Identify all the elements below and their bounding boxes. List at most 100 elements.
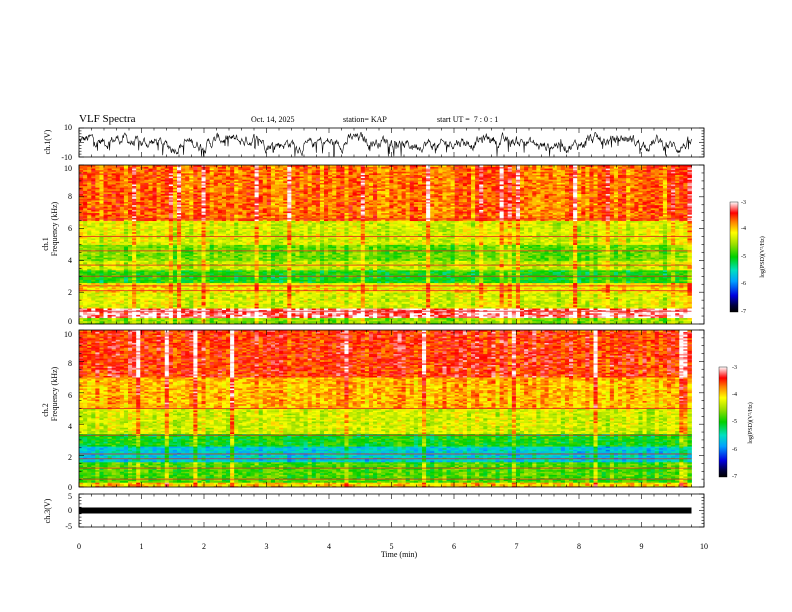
- spectrogram-cell: [536, 295, 541, 298]
- spectrogram-cell: [140, 314, 145, 317]
- spectrogram-cell: [409, 303, 415, 306]
- spectrogram-cell: [119, 298, 125, 301]
- spectrogram-cell: [462, 314, 468, 317]
- spectrogram-cell: [385, 304, 390, 307]
- spectrogram-cell: [377, 314, 382, 317]
- spectrogram-cell: [107, 322, 113, 325]
- spectrogram-cell: [87, 317, 92, 320]
- spectrogram-cell: [283, 322, 288, 325]
- spectrogram-cell: [499, 298, 505, 301]
- spectrogram-cell: [552, 319, 558, 322]
- spectrogram-cell: [581, 295, 586, 298]
- spectrogram-cell: [524, 312, 529, 315]
- spectrogram-cell: [83, 317, 88, 320]
- spectrogram-cell: [422, 316, 427, 319]
- spectrogram-cell: [454, 306, 460, 309]
- spectrogram-cell: [336, 311, 341, 314]
- spectrogram-cell: [495, 320, 500, 323]
- spectrogram-cell: [91, 322, 96, 325]
- spectrogram-cell: [520, 314, 525, 317]
- spectrogram-cell: [352, 308, 358, 311]
- spectrogram-cell: [91, 293, 96, 296]
- spectrogram-cell: [675, 317, 680, 320]
- spectrogram-cell: [160, 295, 166, 298]
- spectrogram-cell: [560, 322, 566, 325]
- spectrogram-cell: [560, 319, 566, 322]
- spectrogram-cell: [454, 298, 460, 301]
- spectrogram-cell: [642, 300, 647, 303]
- spectrogram-cell: [573, 320, 578, 323]
- spectrogram-cell: [258, 304, 264, 307]
- spectrogram-cell: [626, 319, 631, 322]
- spectrogram-cell: [630, 304, 635, 307]
- spectrogram-cell: [230, 309, 235, 312]
- spectrogram-cell: [234, 300, 239, 303]
- spectrogram-cell: [324, 303, 329, 306]
- spectrogram-cell: [115, 319, 121, 322]
- spectrogram-cell: [597, 296, 603, 299]
- spectrogram-cell: [332, 322, 337, 325]
- spectrogram-cell: [536, 296, 541, 299]
- spectrogram-cell: [569, 295, 574, 298]
- spectrogram-cell: [111, 317, 117, 320]
- spectrogram-cell: [356, 295, 362, 298]
- spectrogram-cell: [364, 303, 370, 306]
- spectrogram-cell: [577, 317, 582, 320]
- spectrogram-cell: [495, 312, 500, 315]
- spectrogram-cell: [654, 311, 660, 314]
- spectrogram-cell: [91, 304, 96, 307]
- spectrogram-cell: [528, 303, 533, 306]
- spectrogram-cell: [487, 306, 492, 309]
- spectrogram-cell: [540, 298, 545, 301]
- spectrogram-cell: [87, 320, 92, 323]
- spectrogram-cell: [601, 312, 607, 315]
- spectrogram-cell: [446, 306, 451, 309]
- spectrogram-cell: [266, 309, 272, 312]
- spectrogram-cell: [152, 314, 157, 317]
- spectrogram-cell: [397, 293, 402, 296]
- spectrogram-cell: [201, 314, 206, 317]
- spectrogram-cell: [160, 311, 166, 314]
- spectrogram-cell: [172, 303, 178, 306]
- spectrogram-cell: [605, 298, 611, 301]
- spectrogram-cell: [123, 322, 129, 325]
- spectrogram-cell: [458, 298, 464, 301]
- spectrogram-cell: [344, 303, 349, 306]
- spectrogram-cell: [103, 308, 108, 311]
- spectrogram-cell: [250, 322, 255, 325]
- spectrogram-cell: [634, 296, 639, 299]
- spectrogram-cell: [148, 319, 153, 322]
- spectrogram-cell: [687, 293, 692, 296]
- spectrogram-cell: [634, 301, 639, 304]
- spectrogram-cell: [128, 298, 133, 301]
- spectrogram-cell: [409, 304, 415, 307]
- spectrogram-cell: [168, 301, 174, 304]
- spectrogram-cell: [172, 316, 178, 319]
- spectrogram-cell: [393, 300, 398, 303]
- spectrogram-cell: [577, 312, 582, 315]
- spectrogram-cell: [91, 311, 96, 314]
- spectrogram-cell: [352, 312, 358, 315]
- spectrogram-cell: [303, 312, 309, 315]
- spectrogram-cell: [532, 314, 537, 317]
- spectrogram-cell: [172, 300, 178, 303]
- spectrogram-cell: [622, 300, 627, 303]
- spectrogram-cell: [401, 304, 407, 307]
- spectrogram-cell: [177, 319, 182, 322]
- spectrogram-cell: [238, 311, 243, 314]
- spectrogram-cell: [434, 317, 439, 320]
- spectrogram-cell: [160, 306, 166, 309]
- spectrogram-cell: [152, 292, 157, 295]
- spectrogram-cell: [642, 320, 647, 323]
- spectrogram-cell: [536, 319, 541, 322]
- spectrogram-cell: [181, 314, 186, 317]
- spectrogram-cell: [193, 300, 198, 303]
- spectrogram-cell: [226, 303, 231, 306]
- spectrogram-cell: [238, 303, 243, 306]
- spectrogram-cell: [344, 293, 349, 296]
- spectrogram-cell: [352, 311, 358, 314]
- spectrogram-cell: [638, 311, 643, 314]
- spectrogram-cell: [311, 322, 317, 325]
- spectrogram-cell: [385, 311, 390, 314]
- spectrogram-cell: [373, 298, 378, 301]
